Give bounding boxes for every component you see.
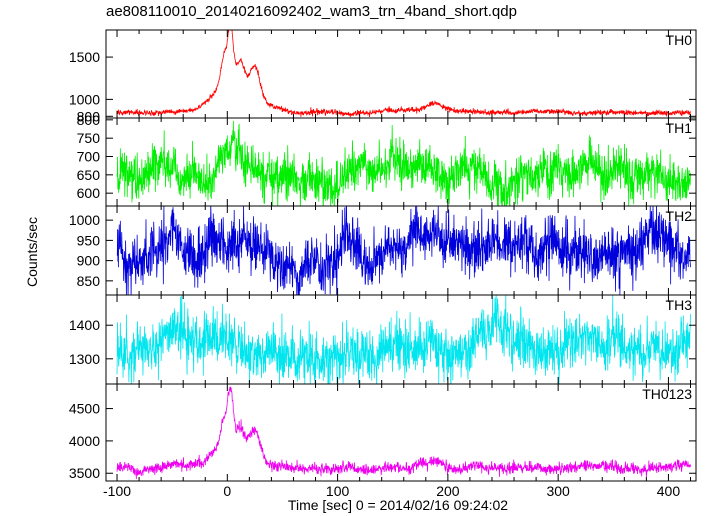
panel-label: TH0 <box>666 32 693 48</box>
series-line-th2 <box>116 206 691 295</box>
y-tick-label: 4500 <box>69 401 100 417</box>
y-tick-label: 950 <box>77 232 101 248</box>
x-tick-label: -100 <box>103 483 131 499</box>
x-tick-label: 300 <box>546 483 570 499</box>
panel-frame <box>105 383 697 482</box>
y-tick-label: 700 <box>77 149 101 165</box>
y-tick-label: 1000 <box>69 91 100 107</box>
y-tick-label: 800 <box>77 112 101 128</box>
series-line-th0 <box>116 30 691 118</box>
panel-frame <box>105 29 697 119</box>
series-line-th3 <box>116 295 691 384</box>
panel-label: TH1 <box>666 120 693 136</box>
y-tick-label: 800 <box>77 108 101 124</box>
panel-th3: 1300 1400 TH3 <box>69 294 697 385</box>
y-tick-label: 4000 <box>69 433 100 449</box>
y-tick-label: 3500 <box>69 465 100 481</box>
x-tick-label: 100 <box>326 483 350 499</box>
y-tick-label: 1300 <box>69 351 100 367</box>
y-tick-label: 600 <box>77 185 101 201</box>
y-tick-label: 750 <box>77 130 101 146</box>
panel-th1: 600 650 700 750 800 TH1 <box>77 112 697 207</box>
y-tick-label: 850 <box>77 273 101 289</box>
panel-th2: 850 900 950 1000 TH2 <box>69 205 697 296</box>
x-axis-label: Time [sec] 0 = 2014/02/16 09:24:02 <box>287 497 509 513</box>
panel-label: TH2 <box>666 208 693 224</box>
y-tick-label: 1000 <box>69 212 100 228</box>
panel-label: TH3 <box>666 297 693 313</box>
x-tick-label: 200 <box>436 483 460 499</box>
series-line-th0123 <box>116 386 691 480</box>
panel-th0123: 3500 4000 4500 TH0123 <box>69 383 697 482</box>
series-line-th1 <box>116 120 691 206</box>
x-tick-label: 400 <box>657 483 681 499</box>
y-tick-label: 650 <box>77 167 101 183</box>
y-tick-label: 900 <box>77 253 101 269</box>
y-tick-label: 1400 <box>69 317 100 333</box>
panel-label: TH0123 <box>642 386 692 402</box>
x-tick-label: 0 <box>223 483 231 499</box>
y-tick-label: 1500 <box>69 49 100 65</box>
chart-title: ae808110010_20140216092402_wam3_trn_4ban… <box>106 3 517 20</box>
